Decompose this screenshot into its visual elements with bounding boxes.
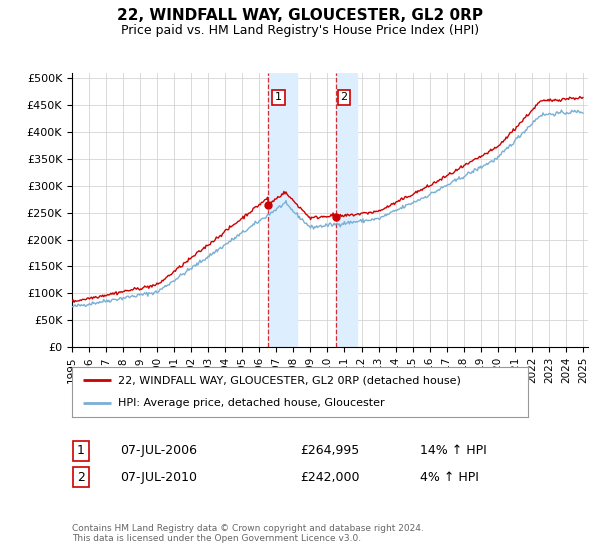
Text: HPI: Average price, detached house, Gloucester: HPI: Average price, detached house, Glou… [118,398,384,408]
Text: £264,995: £264,995 [300,444,359,458]
Text: £242,000: £242,000 [300,470,359,484]
Text: 2: 2 [77,470,85,484]
Bar [337,73,357,347]
Text: 2: 2 [340,92,347,102]
Text: 07-JUL-2006: 07-JUL-2006 [120,444,197,458]
Text: Contains HM Land Registry data © Crown copyright and database right 2024.
This d: Contains HM Land Registry data © Crown c… [72,524,424,543]
Text: 1: 1 [275,92,282,102]
Text: 07-JUL-2010: 07-JUL-2010 [120,470,197,484]
Text: 22, WINDFALL WAY, GLOUCESTER, GL2 0RP: 22, WINDFALL WAY, GLOUCESTER, GL2 0RP [117,8,483,24]
Text: 22, WINDFALL WAY, GLOUCESTER, GL2 0RP (detached house): 22, WINDFALL WAY, GLOUCESTER, GL2 0RP (d… [118,375,460,385]
Text: 4% ↑ HPI: 4% ↑ HPI [420,470,479,484]
Text: Price paid vs. HM Land Registry's House Price Index (HPI): Price paid vs. HM Land Registry's House … [121,24,479,36]
Text: 1: 1 [77,444,85,458]
Text: 14% ↑ HPI: 14% ↑ HPI [420,444,487,458]
Bar [268,73,297,347]
